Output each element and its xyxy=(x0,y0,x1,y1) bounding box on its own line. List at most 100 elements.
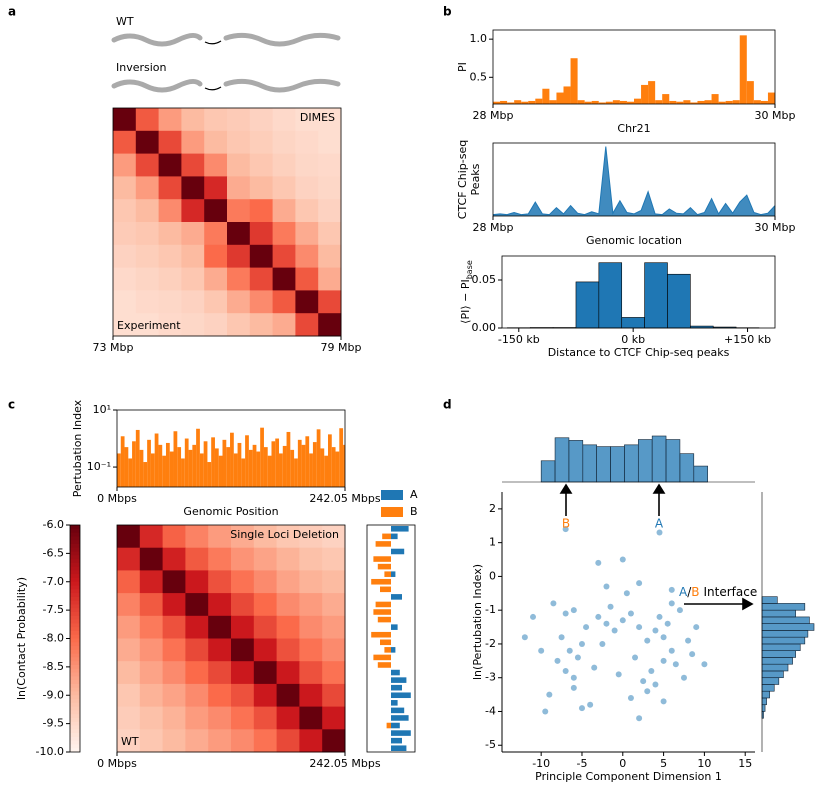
bar xyxy=(309,453,313,487)
heatmap-cell xyxy=(231,706,255,730)
heatmap-cell xyxy=(272,176,296,200)
x-tick-label: 15 xyxy=(738,757,752,770)
heatmap-cell xyxy=(227,313,251,337)
x-tick-label: 10 xyxy=(697,757,711,770)
heatmap-cell xyxy=(139,683,164,708)
axes-frame xyxy=(492,29,776,105)
compartment-bar xyxy=(391,669,400,676)
bar xyxy=(282,445,287,487)
heatmap-cell xyxy=(117,615,141,639)
heatmap-cell xyxy=(295,267,319,291)
panel-label: b xyxy=(443,5,452,19)
bar xyxy=(196,428,200,487)
colorbar-segment xyxy=(70,528,80,534)
bar xyxy=(662,94,670,104)
colorbar-segment xyxy=(70,627,80,632)
heatmap-cell xyxy=(295,290,319,314)
heatmap-cell xyxy=(158,313,182,337)
x-tick-label: +150 kb xyxy=(724,333,771,346)
heatmap-cell xyxy=(322,570,346,594)
colorbar-segment xyxy=(70,642,80,647)
x-tick-label: 30 Mbp xyxy=(755,109,796,122)
heatmap-cell xyxy=(295,313,319,337)
bar xyxy=(135,429,140,487)
bar xyxy=(598,102,606,104)
heatmap-cell xyxy=(253,525,278,549)
colorbar-segment xyxy=(70,619,80,624)
heatmap-cell xyxy=(113,130,137,155)
scatter-point xyxy=(660,698,667,705)
colorbar-segment xyxy=(70,585,80,590)
marginal-bar xyxy=(624,444,639,483)
arrows xyxy=(559,483,754,611)
scatter-point xyxy=(562,667,569,674)
heatmap-cell xyxy=(249,176,274,200)
heatmap-cell xyxy=(249,222,274,246)
heatmap-cell xyxy=(117,706,141,730)
heatmap-cell xyxy=(135,130,160,155)
heatmap-cell xyxy=(208,615,232,639)
bar xyxy=(305,436,310,487)
scatter-point xyxy=(656,613,663,620)
bar xyxy=(203,441,208,487)
x-tick-label: 28 Mbp xyxy=(473,109,514,122)
marginal-bar xyxy=(761,697,767,706)
arrow-head xyxy=(559,483,573,494)
scatter-point xyxy=(636,624,643,631)
panel-label: a xyxy=(8,5,16,19)
heatmap-cell xyxy=(318,267,342,291)
colorbar-segment xyxy=(70,699,80,704)
heatmap-cell xyxy=(249,244,274,269)
heatmap-cell xyxy=(253,570,278,594)
heatmap-cell xyxy=(276,593,300,617)
annotation-part: Interface xyxy=(704,585,758,599)
bar xyxy=(704,100,712,104)
heatmap-cell xyxy=(322,683,346,708)
chromosome-schematic xyxy=(111,32,341,93)
compartment-bar xyxy=(373,556,391,562)
scatter-point xyxy=(632,654,639,661)
bar xyxy=(211,437,215,487)
y-tick-label: 2 xyxy=(489,502,496,515)
heatmap-cell xyxy=(227,153,251,177)
scatter-point xyxy=(619,617,626,624)
colorbar-segment xyxy=(70,551,80,556)
scatter-point xyxy=(578,705,585,712)
compartment-bar xyxy=(391,533,398,540)
bar xyxy=(725,100,733,104)
scatter-point xyxy=(644,688,651,695)
heatmap-cell xyxy=(295,176,319,200)
heatmap-cell xyxy=(249,153,274,177)
heatmap-cell xyxy=(113,176,137,200)
heatmap-cell xyxy=(231,638,255,662)
schematic-label: WT xyxy=(116,15,134,28)
x-tick-label: -150 kb xyxy=(498,333,540,346)
heatmap-cell xyxy=(135,199,160,223)
bar xyxy=(256,451,261,487)
bar xyxy=(241,458,246,487)
x-tick-label: 28 Mbp xyxy=(473,221,514,234)
y-tick-label: -4 xyxy=(485,704,496,717)
colorbar-segment xyxy=(70,664,80,670)
heatmap-cell xyxy=(162,570,186,594)
marginal-bar xyxy=(761,677,780,685)
heatmap-cell xyxy=(322,729,346,753)
x-tick-label: 73 Mbp xyxy=(93,341,134,354)
colorbar-segment xyxy=(70,736,80,742)
colorbar-tick-label: -10.0 xyxy=(36,745,64,758)
colorbar-tick-label: -9.5 xyxy=(43,717,64,730)
marginal-bar xyxy=(761,663,789,672)
heatmap-cell xyxy=(272,313,296,337)
schematic-label: Inversion xyxy=(116,61,167,74)
bar xyxy=(294,458,298,487)
heatmap-cell xyxy=(295,153,319,177)
bar xyxy=(575,281,600,329)
heatmap-cell xyxy=(253,547,278,571)
colorbar-segment xyxy=(70,547,80,552)
scatter-point xyxy=(636,715,643,722)
heatmap-cell xyxy=(158,130,182,155)
arrow-head xyxy=(652,483,666,494)
bar xyxy=(260,427,264,487)
heatmap-cell xyxy=(299,547,323,571)
